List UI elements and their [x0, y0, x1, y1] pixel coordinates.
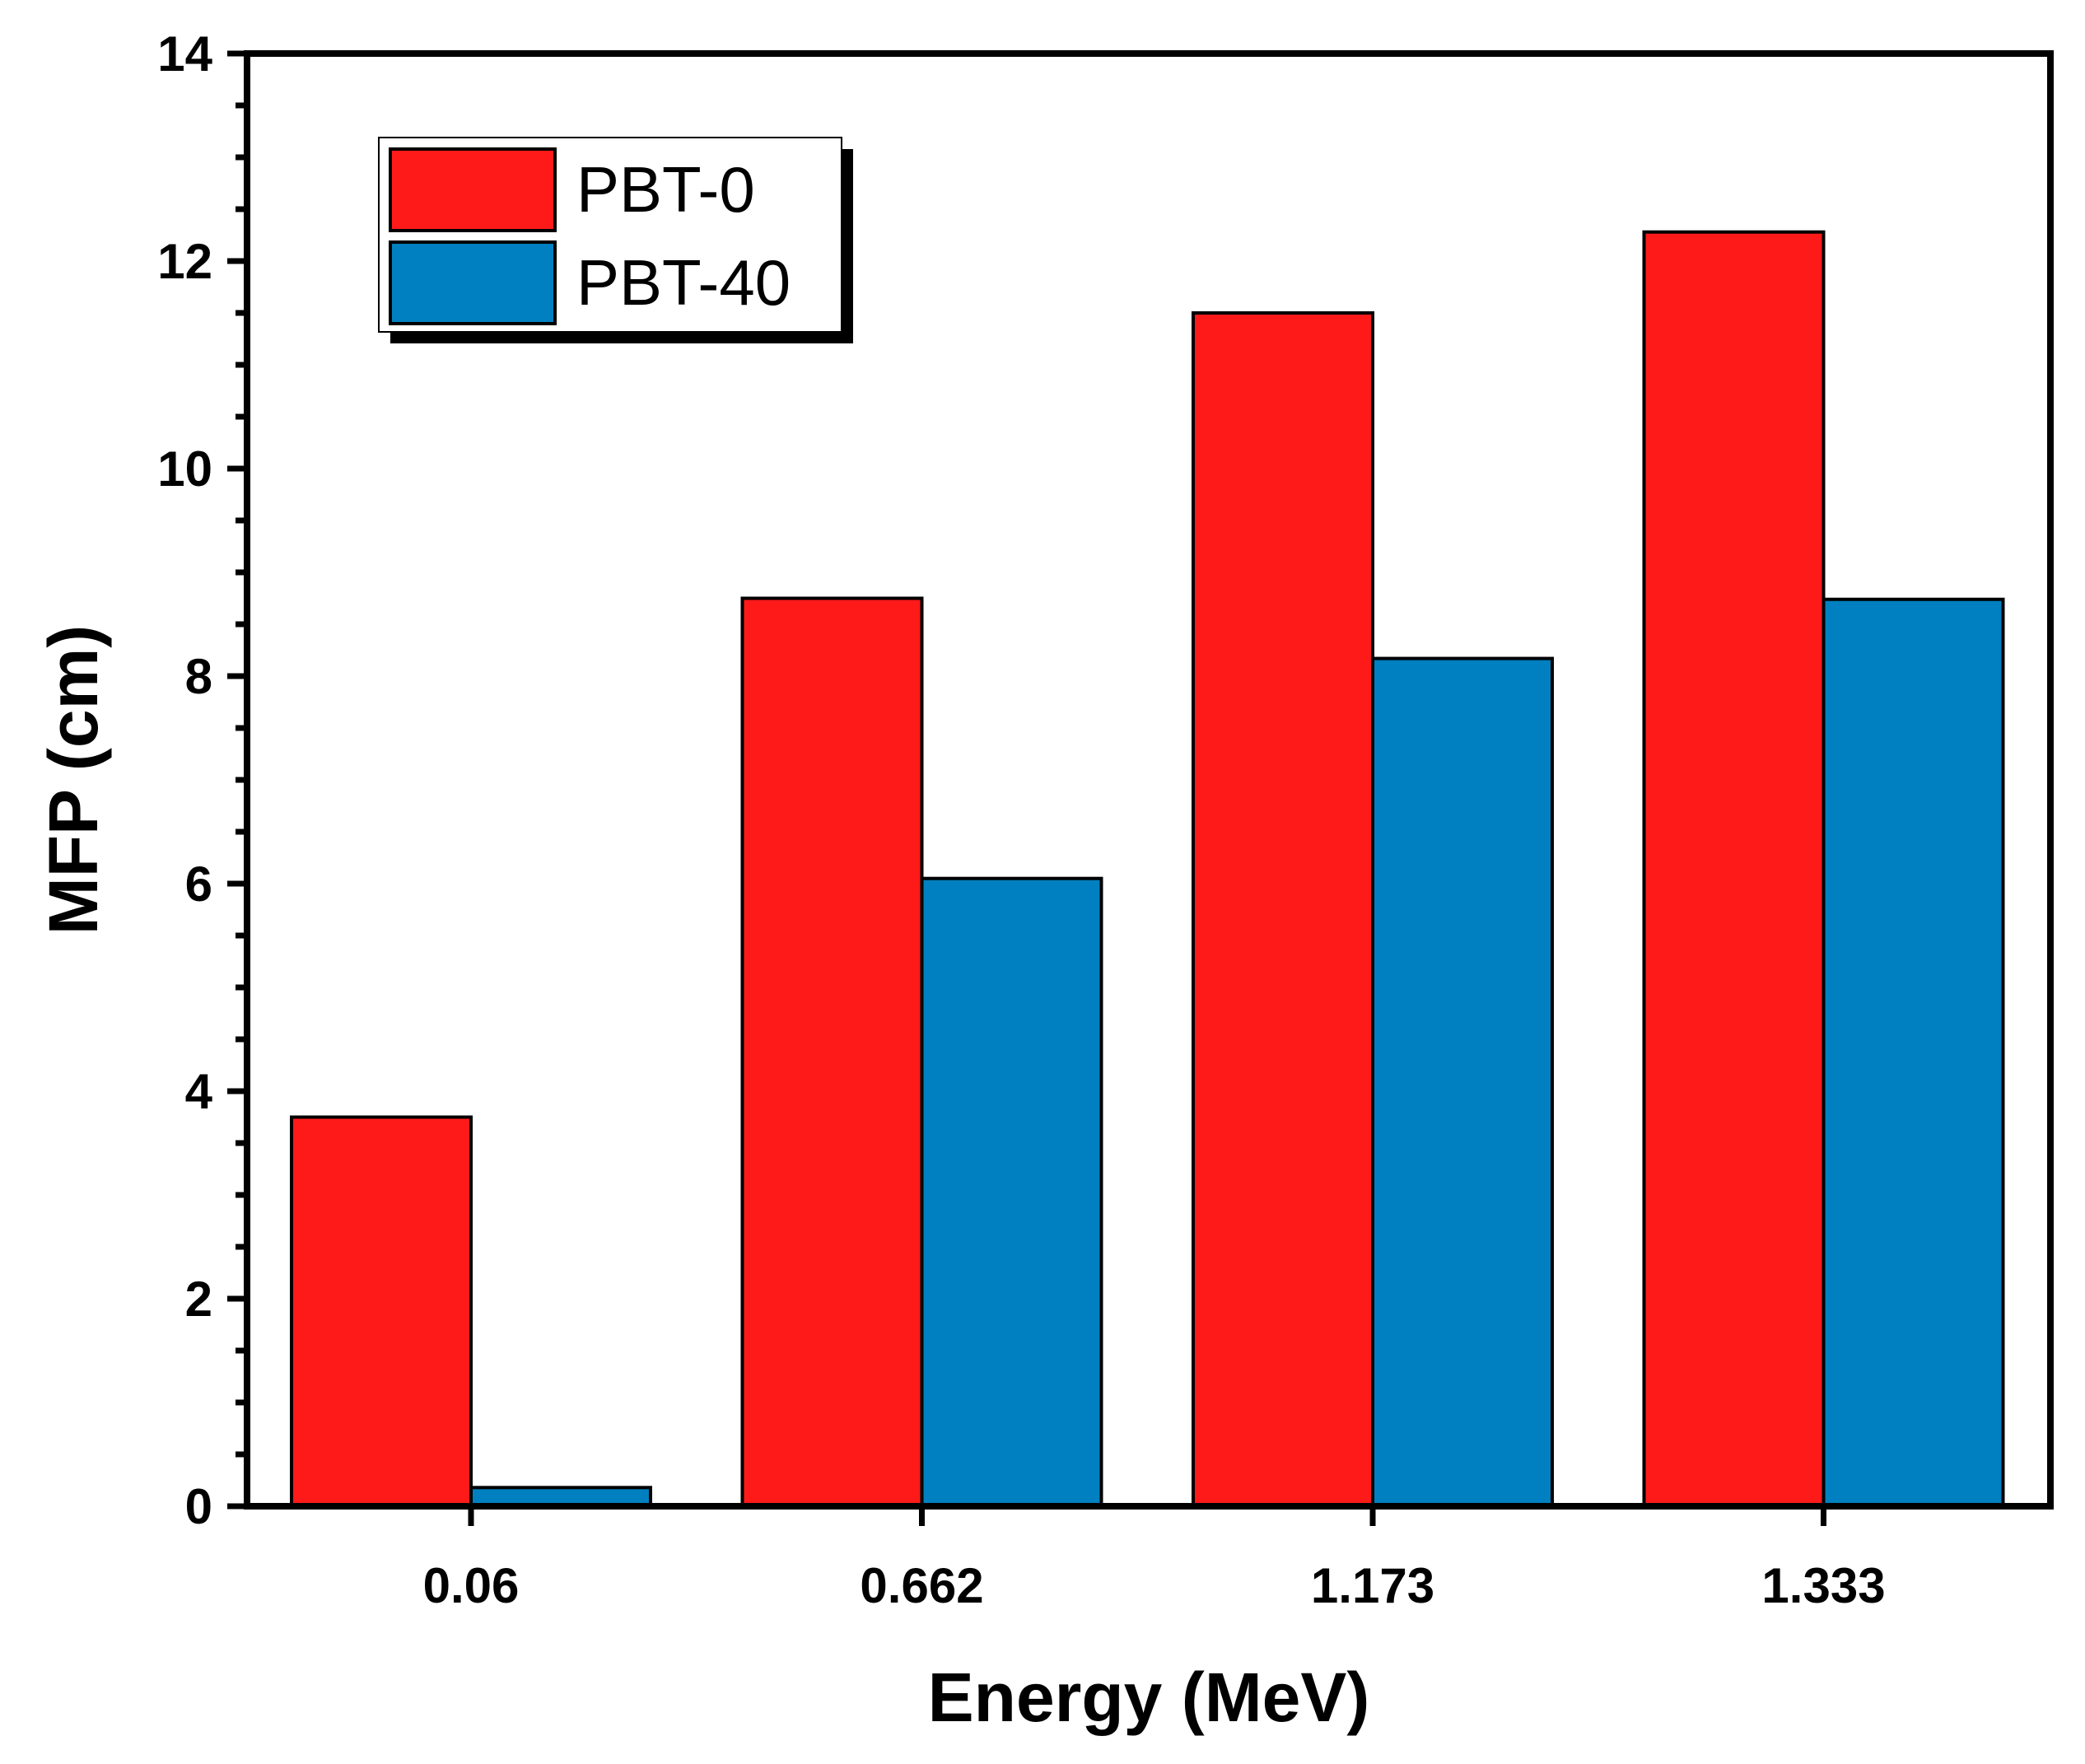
y-tick-label: 0: [185, 1479, 212, 1534]
x-tick-label: 0.06: [423, 1558, 520, 1613]
bars-group: [290, 230, 2005, 1509]
y-tick-label: 12: [157, 234, 212, 289]
y-tick-label: 8: [185, 649, 212, 704]
y-axis-ticks: 0 2 4 6 8 10 12 14: [157, 26, 247, 1534]
bar-pbt-0-0.06: [290, 1115, 473, 1508]
y-axis-title: MFP (cm): [35, 625, 112, 935]
x-axis-ticks: 0.06 0.662 1.173 1.333: [423, 1506, 1886, 1613]
bar-pbt-40-0.662: [920, 876, 1103, 1508]
legend-label-pbt-40: PBT-40: [576, 246, 791, 319]
y-tick-label: 14: [157, 26, 212, 82]
y-tick-label: 6: [185, 856, 212, 912]
bar-pbt-0-1.173: [1192, 311, 1374, 1508]
bar-pbt-0-0.662: [740, 596, 924, 1508]
x-tick-label: 1.173: [1311, 1558, 1434, 1613]
x-tick-label: 1.333: [1761, 1558, 1885, 1613]
y-tick-label: 2: [185, 1272, 212, 1327]
legend-swatch-pbt-40: [389, 240, 557, 325]
legend: PBT-0 PBT-40: [378, 137, 853, 343]
bar-pbt-0-1.333: [1642, 230, 1826, 1509]
legend-label-pbt-0: PBT-0: [576, 153, 755, 226]
x-tick-label: 0.662: [860, 1558, 983, 1613]
bar-pbt-40-1.333: [1821, 597, 2005, 1508]
legend-swatch-pbt-0: [389, 147, 557, 232]
y-tick-label: 4: [185, 1064, 213, 1119]
y-tick-label: 10: [157, 441, 212, 497]
plot-frame: [244, 50, 2054, 1510]
x-axis-title: Energy (MeV): [928, 1659, 1370, 1736]
bar-pbt-40-1.173: [1371, 656, 1554, 1509]
